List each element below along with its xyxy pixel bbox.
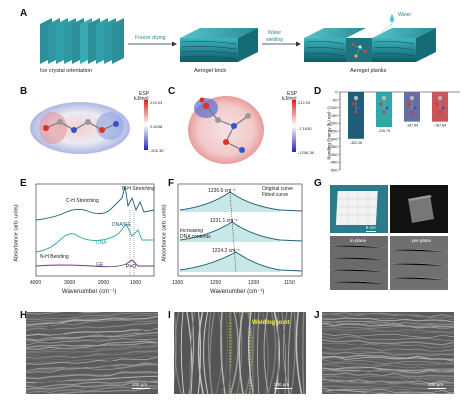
welding-joint-box	[229, 312, 251, 394]
decon-legend-original: Original curve	[262, 186, 293, 192]
panel-h-scale: 200 μm	[132, 382, 150, 389]
d-ytick: -200	[329, 121, 338, 126]
decon-xtick-1250: 1250	[210, 280, 221, 286]
panel-d-bar-chart: 0 -50 -100 -150 -200 -250 -300 -350 -400 -450 -500…	[329, 90, 460, 173]
d-ytick: -250	[329, 129, 338, 134]
esp-c-mid: -7.1630	[298, 126, 312, 131]
panel-g-inplane-sem: in-plane	[330, 236, 388, 290]
ftir-xtick-3000: 3000	[64, 280, 75, 286]
d-molecule-atom	[410, 96, 414, 100]
ftir-nhb-label: N-H Bending	[40, 254, 69, 260]
ftir-series-ge-label: GE	[96, 262, 104, 268]
ftir-series-dna-label: DNA	[96, 240, 107, 246]
ftir-xtick-4000: 4000	[30, 280, 41, 286]
panel-g-photo: 5 cm	[330, 185, 388, 233]
panel-label-j: J	[314, 310, 320, 321]
panel-label-c: C	[168, 86, 176, 97]
welding-joint-label: Welding joint	[252, 320, 290, 326]
decon-peak-3: 1224.2 cm⁻¹	[212, 248, 240, 254]
decon-legend-fitted: Fitted curve	[262, 192, 289, 198]
d-ytick: -400	[329, 152, 338, 157]
decon-xtick-1150: 1150	[284, 280, 295, 286]
decon-xtick-1200: 1200	[248, 280, 259, 286]
ftir-xtick-2000: 2000	[98, 280, 109, 286]
d-ytick: -300	[329, 136, 338, 141]
decon-peak-1: 1236.5 cm⁻¹	[208, 188, 236, 194]
d-bar-value: -302.26	[350, 141, 362, 145]
esp-b-min: -202.30	[150, 148, 164, 153]
ftir-nh-label: N-H Stretching	[122, 186, 155, 192]
panel-i-sem: Welding joint 200 μm	[174, 312, 306, 394]
ftir-series-ge	[35, 259, 154, 268]
label-freeze-drying: Freeze drying	[135, 35, 166, 41]
inplane-label: in-plane	[350, 238, 367, 243]
d-ytick: -500	[329, 168, 338, 173]
perplane-label: per-plane	[412, 238, 432, 243]
panel-d-ylabel: Bonding Energy (kJ mol⁻¹)	[326, 106, 332, 160]
panel-g-perplane-sem: per-plane	[390, 236, 448, 290]
d-ytick: -100	[329, 105, 338, 110]
d-bar-value: -226.75	[378, 129, 390, 133]
d-bar-value: -187.84	[406, 124, 418, 128]
ftir-xlabel: Wavenumber (cm⁻¹)	[62, 289, 117, 295]
esp-b-title: ESP	[139, 91, 150, 97]
ice-crystal-sheets	[40, 18, 124, 64]
d-ytick: -50	[332, 97, 339, 102]
decon-peak-2: 1231.1 cm⁻¹	[210, 218, 238, 224]
d-ytick: 0	[335, 90, 338, 95]
decon-ylabel: Absorbance (arb. units)	[161, 204, 168, 262]
panel-i-scale: 200 μm	[274, 382, 292, 389]
label-water-welding: Water welding	[266, 30, 283, 43]
panel-c-esp-map	[188, 96, 296, 164]
panel-label-b: B	[20, 86, 28, 97]
label-aerogel-planks: Aerogel planks	[350, 68, 387, 74]
aerogel-planks	[304, 28, 436, 62]
ftir-series-dna-ge-label: DNA/GE	[112, 222, 132, 228]
d-ytick: -150	[329, 113, 338, 118]
panel-label-f: F	[168, 178, 175, 189]
esp-c-title: ESP	[287, 91, 298, 97]
panel-a-schematic	[40, 14, 436, 64]
d-ytick: -350	[329, 144, 338, 149]
ftir-ylabel: Absorbance (arb. units)	[13, 204, 20, 262]
panel-e-ftir: 4000 3000 2000 1000	[30, 183, 155, 286]
panel-g-ct-image	[390, 185, 448, 233]
esp-c-unit: kJ/mol	[282, 96, 297, 102]
panel-label-h: H	[20, 310, 28, 321]
panel-f-deconvolution: 1300 1250 1200 1150	[172, 183, 303, 286]
d-molecule-atom	[354, 96, 358, 100]
aerogel-brick	[180, 28, 258, 62]
esp-c-min: -1206.36	[298, 150, 314, 155]
panel-label-i: I	[168, 310, 171, 321]
panel-h-sem: 200 μm	[26, 312, 158, 394]
water-drop-icon	[390, 14, 394, 23]
d-molecule-atom	[438, 96, 442, 100]
esp-b-unit: kJ/mol	[134, 96, 149, 102]
esp-b-mid: 2.6238	[150, 124, 163, 129]
decon-increasing: Increasing DNA contents	[180, 228, 211, 240]
panel-label-a: A	[20, 8, 28, 19]
panel-label-d: D	[314, 86, 322, 97]
panel-g-scale: 5 cm	[366, 225, 376, 232]
panel-j-scale: 200 μm	[428, 382, 446, 389]
ftir-series-dna-ge	[35, 185, 155, 221]
label-aerogel-brick: Aerogel brick	[194, 68, 227, 74]
d-bar-value: -187.84	[434, 124, 446, 128]
panel-b-esp-map	[30, 100, 148, 154]
ftir-ch-label: C-H Stretching	[66, 198, 99, 204]
panel-label-g: G	[314, 178, 322, 189]
d-ytick: -450	[329, 160, 338, 165]
decon-xtick-1300: 1300	[172, 280, 183, 286]
panel-label-e: E	[20, 178, 27, 189]
panel-j-sem: 200 μm	[322, 312, 454, 394]
ftir-series-dna	[35, 223, 154, 253]
label-water: Water	[398, 12, 412, 18]
d-molecule-atom	[382, 96, 386, 100]
ftir-po-label: P=O	[126, 264, 137, 270]
esp-b-max: 213.03	[150, 100, 163, 105]
esp-c-max: 212.03	[298, 100, 311, 105]
label-ice-crystal: Ice crystal orientation	[40, 68, 92, 74]
decon-xlabel: Wavenumber (cm⁻¹)	[210, 289, 265, 295]
ftir-xtick-1000: 1000	[130, 280, 141, 286]
